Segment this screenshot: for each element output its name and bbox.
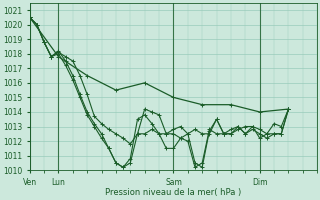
X-axis label: Pression niveau de la mer( hPa ): Pression niveau de la mer( hPa ) bbox=[105, 188, 242, 197]
